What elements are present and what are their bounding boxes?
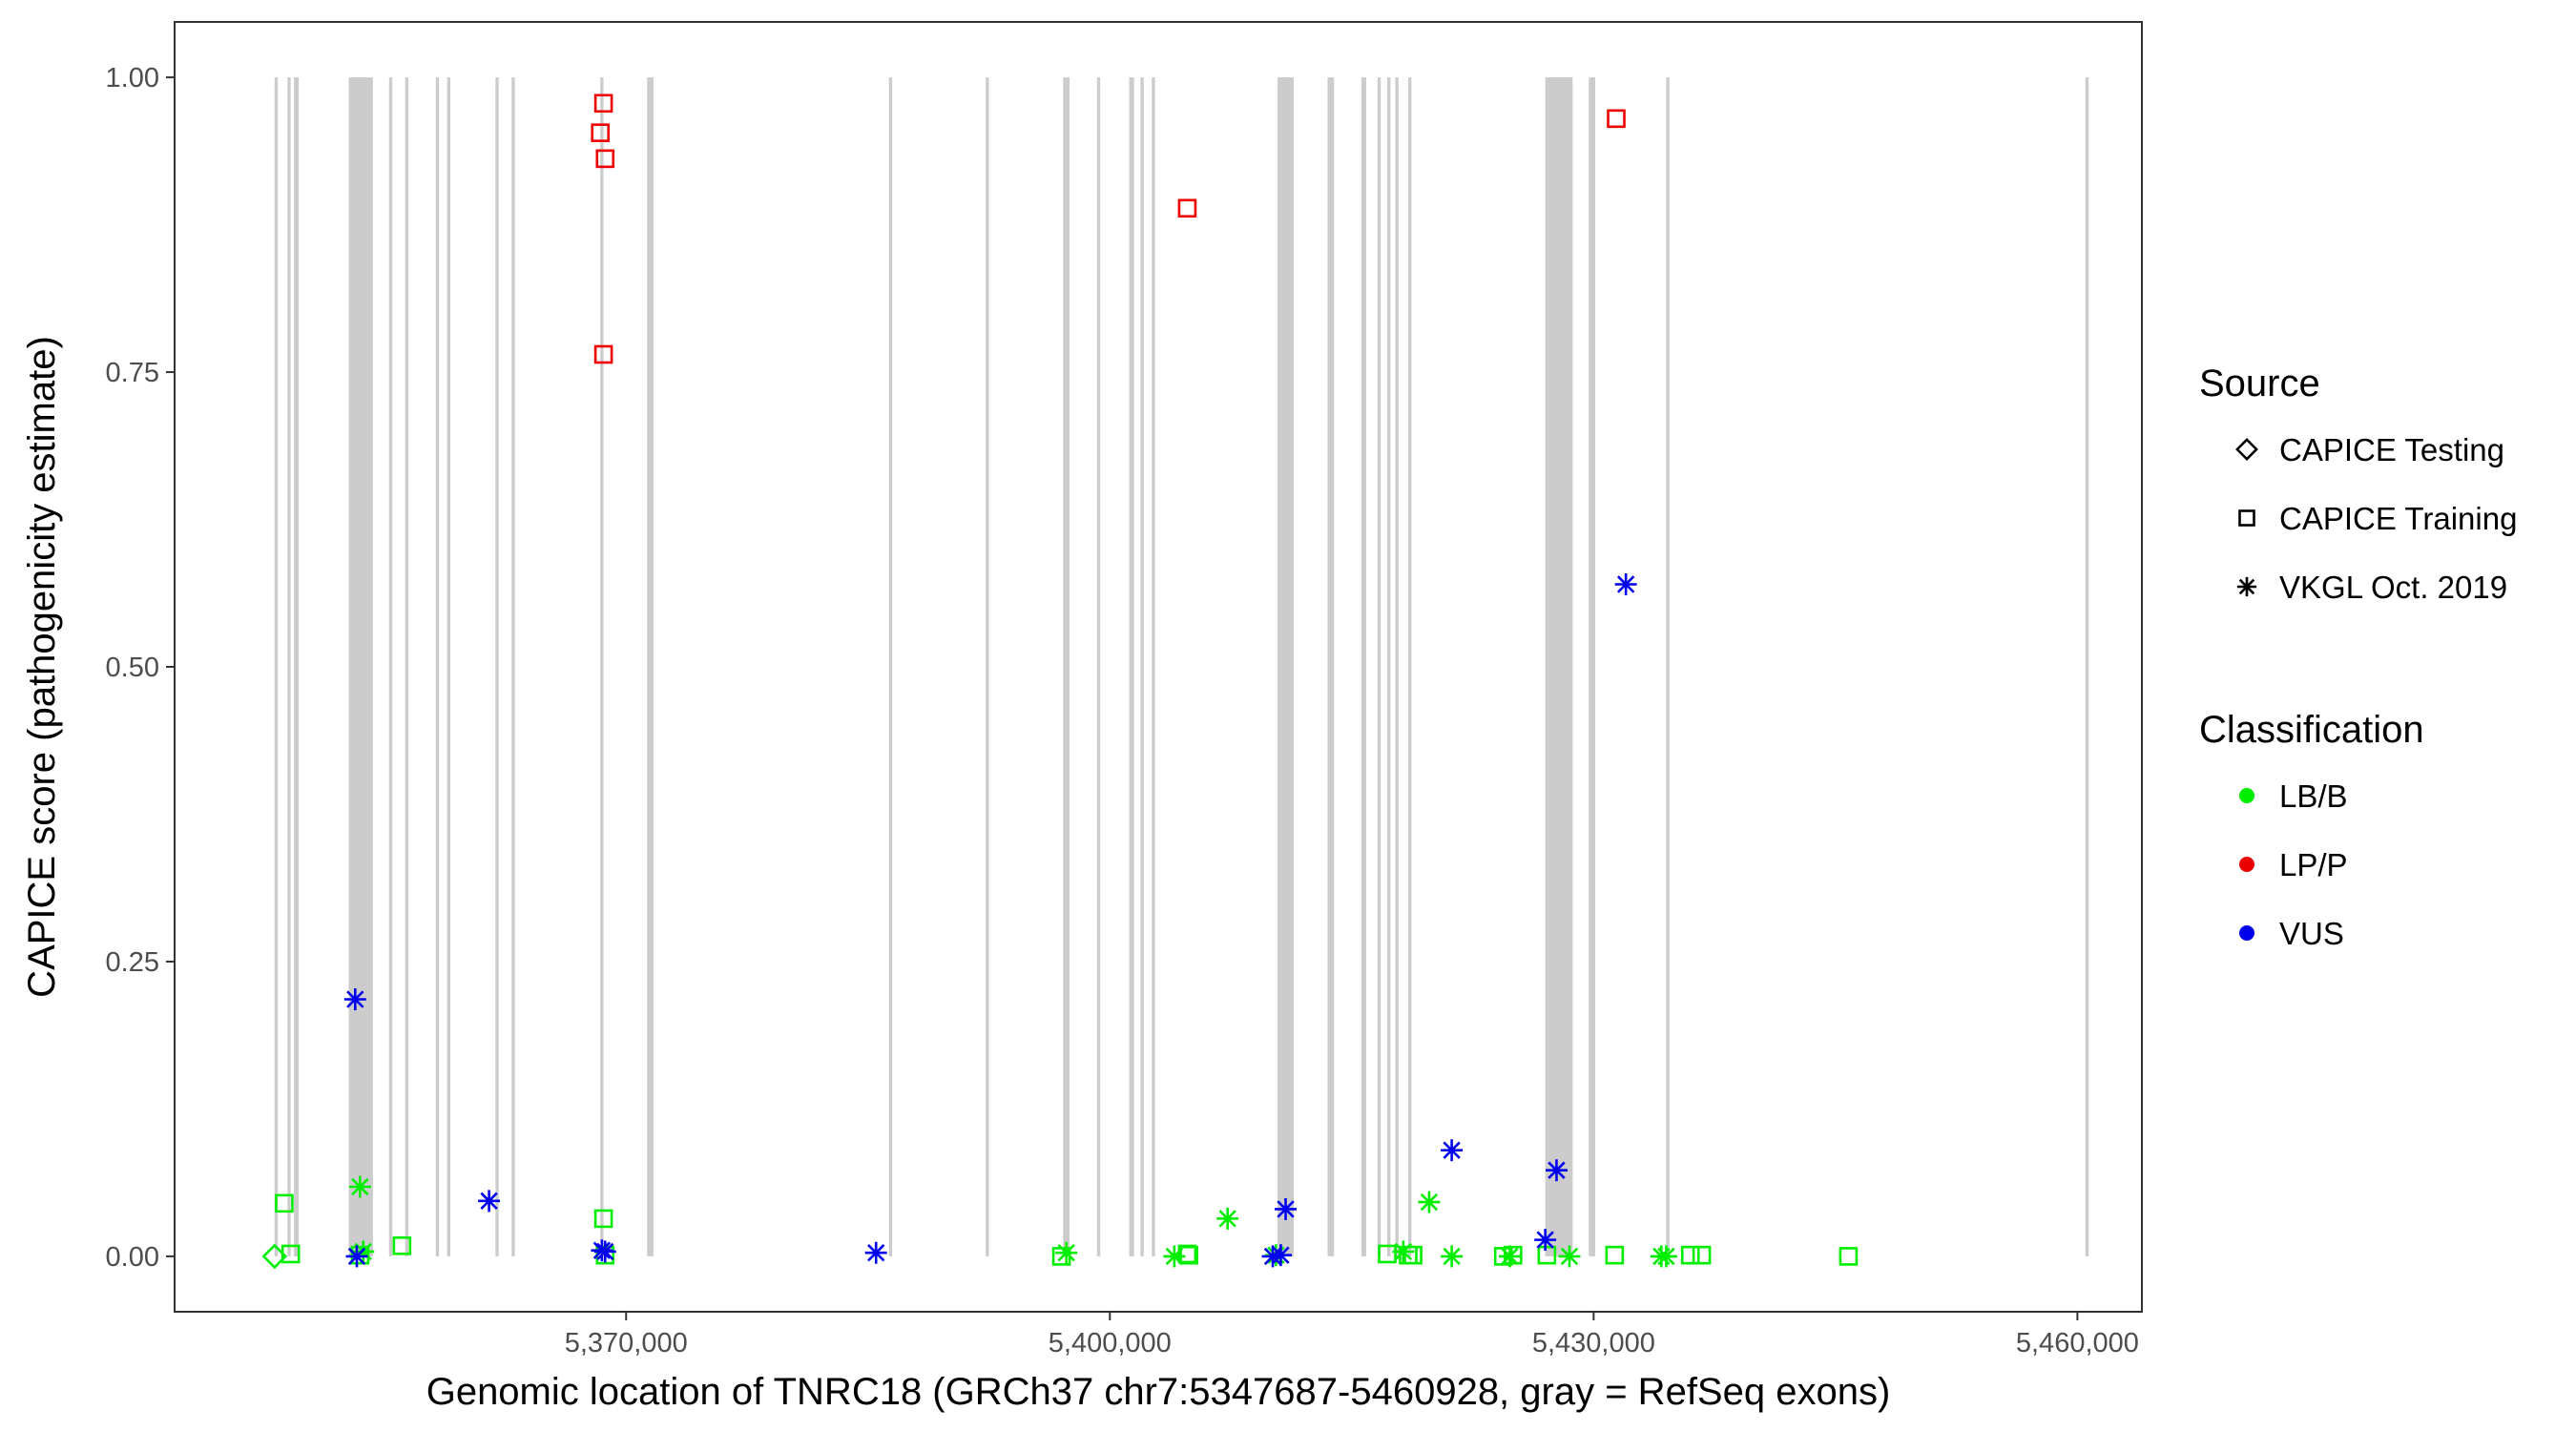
exon-band — [647, 77, 654, 1256]
data-point — [1537, 1245, 1557, 1265]
exon-band — [1327, 77, 1335, 1256]
x-tick-label: 5,460,000 — [2016, 1328, 2139, 1358]
exon-band — [274, 77, 279, 1256]
exon-bands — [274, 77, 2089, 1256]
data-point — [1177, 198, 1197, 218]
legend-label: LB/B — [2279, 778, 2348, 814]
exon-band — [1129, 77, 1134, 1256]
x-axis-title: Genomic location of TNRC18 (GRCh37 chr7:… — [426, 1371, 1891, 1413]
data-point — [1163, 1245, 1186, 1268]
x-tick-label: 5,430,000 — [1532, 1328, 1655, 1358]
exon-band — [1395, 77, 1399, 1256]
legend-label: VUS — [2279, 916, 2344, 951]
legend-key-asterisk — [2236, 576, 2257, 597]
exon-band — [1589, 77, 1596, 1256]
legend-label: VKGL Oct. 2019 — [2279, 570, 2507, 605]
data-point — [275, 1193, 294, 1213]
data-point — [1378, 1244, 1397, 1264]
legend-title-source: Source — [2199, 363, 2320, 404]
exon-band — [1140, 77, 1144, 1256]
plot-panel-border — [174, 21, 2143, 1313]
data-point — [1605, 1245, 1625, 1265]
data-point — [343, 988, 366, 1010]
exon-band — [511, 77, 515, 1256]
legend-key-diamond — [2235, 438, 2258, 461]
data-point — [591, 123, 611, 142]
legend-label: CAPICE Training — [2279, 501, 2517, 536]
data-point — [1418, 1191, 1441, 1213]
data-points — [261, 93, 1859, 1270]
data-point — [1534, 1229, 1557, 1252]
data-point — [593, 1209, 613, 1229]
legend-key-color — [2239, 925, 2254, 941]
exon-band — [287, 77, 291, 1256]
x-tick-label: 5,400,000 — [1049, 1328, 1172, 1358]
exon-band — [1063, 77, 1070, 1256]
exon-band — [348, 77, 373, 1256]
y-tick-label: 0.00 — [106, 1242, 159, 1273]
data-point — [1614, 573, 1637, 595]
legend-label: CAPICE Testing — [2279, 432, 2504, 467]
exon-band — [447, 77, 451, 1256]
exon-band — [388, 77, 393, 1256]
exon-band — [294, 77, 300, 1256]
x-tick-label: 5,370,000 — [565, 1328, 688, 1358]
exon-band — [986, 77, 989, 1256]
legend-label: LP/P — [2279, 847, 2348, 882]
data-point — [595, 149, 615, 169]
y-tick-label: 0.50 — [106, 653, 159, 683]
data-point — [1403, 1245, 1423, 1265]
legend-key-square — [2238, 509, 2255, 527]
data-point — [1654, 1245, 1677, 1268]
exon-band — [1545, 77, 1573, 1256]
exon-band — [2085, 77, 2089, 1256]
data-point — [1680, 1245, 1700, 1265]
exon-band — [1666, 77, 1670, 1256]
exon-band — [1278, 77, 1294, 1256]
data-point — [478, 1190, 501, 1213]
exon-band — [435, 77, 440, 1256]
exon-band — [600, 77, 604, 1256]
data-point — [1558, 1245, 1581, 1268]
legend-title-classification: Classification — [2199, 709, 2424, 751]
data-point — [348, 1175, 371, 1198]
exon-band — [1387, 77, 1391, 1256]
data-point — [1055, 1241, 1078, 1264]
data-point — [1498, 1245, 1521, 1268]
data-point — [1392, 1240, 1415, 1263]
data-point — [1441, 1139, 1464, 1162]
data-point — [593, 344, 613, 364]
data-point — [1545, 1159, 1568, 1182]
data-point — [345, 1245, 368, 1268]
exon-band — [1152, 77, 1155, 1256]
legend-key-color — [2239, 788, 2254, 803]
exon-band — [1361, 77, 1367, 1256]
data-point — [1692, 1245, 1712, 1265]
data-point — [1275, 1198, 1297, 1220]
y-tick-label: 1.00 — [106, 63, 159, 93]
data-point — [392, 1235, 412, 1255]
data-point — [1839, 1247, 1859, 1266]
legend-key-color — [2239, 857, 2254, 872]
y-tick-label: 0.75 — [106, 358, 159, 388]
data-point — [280, 1244, 301, 1264]
data-point — [593, 1240, 616, 1263]
exon-band — [1377, 77, 1381, 1256]
axes: 0.00 0.25 0.50 0.75 1.00 5,370,000 5,400,000 5,… — [106, 63, 2139, 1358]
data-point — [1269, 1244, 1292, 1267]
exon-band — [1096, 77, 1101, 1256]
exon-band — [405, 77, 409, 1256]
exon-band — [495, 77, 499, 1256]
exon-band — [1407, 77, 1412, 1256]
data-point — [1216, 1207, 1239, 1230]
data-point — [1607, 109, 1626, 129]
y-axis-title: CAPICE score (pathogenicity estimate) — [21, 336, 63, 998]
data-point — [864, 1241, 887, 1264]
data-point — [1441, 1245, 1464, 1268]
exon-band — [888, 77, 893, 1256]
y-tick-label: 0.25 — [106, 947, 159, 978]
legend: Source Classification CAPICE Testing CAPI… — [2199, 363, 2517, 951]
data-point — [593, 93, 613, 114]
